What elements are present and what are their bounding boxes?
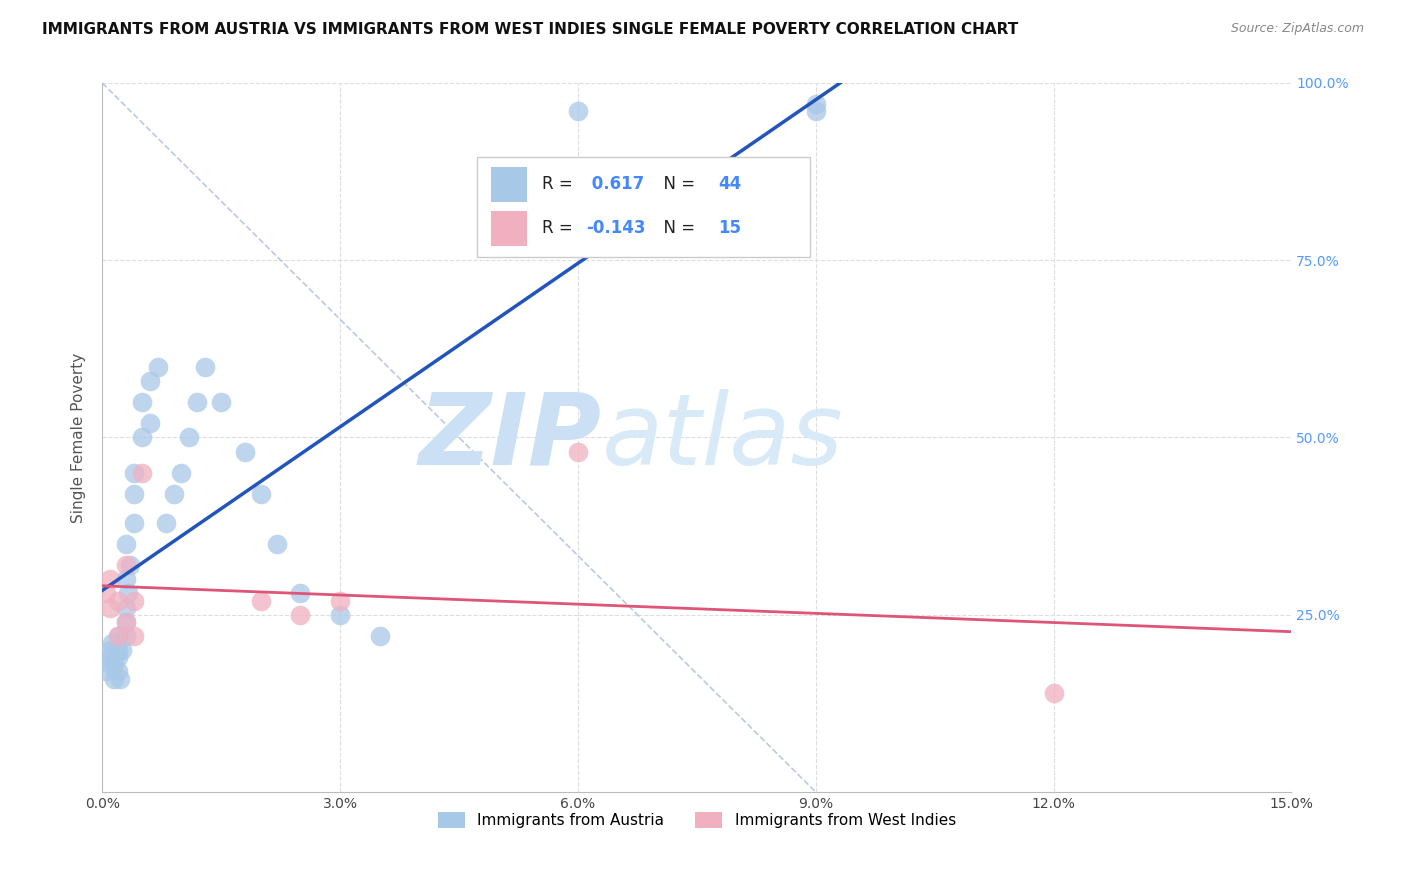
Point xyxy=(118,558,141,572)
Point xyxy=(107,650,129,665)
Point xyxy=(804,97,827,112)
Point xyxy=(115,615,138,629)
Point xyxy=(115,629,138,643)
Point xyxy=(122,593,145,607)
Point xyxy=(329,607,352,622)
Point xyxy=(266,537,288,551)
Point xyxy=(107,629,129,643)
Point xyxy=(249,487,271,501)
Text: R =: R = xyxy=(543,219,578,237)
Point xyxy=(290,586,312,600)
Point xyxy=(98,643,121,657)
Point xyxy=(329,593,352,607)
Text: R =: R = xyxy=(543,176,578,194)
Point xyxy=(115,615,138,629)
Text: N =: N = xyxy=(652,219,700,237)
Y-axis label: Single Female Poverty: Single Female Poverty xyxy=(72,352,86,523)
Point xyxy=(139,374,162,388)
Point xyxy=(155,516,177,530)
Point xyxy=(186,395,208,409)
Text: 44: 44 xyxy=(718,176,741,194)
Text: N =: N = xyxy=(652,176,700,194)
Point xyxy=(122,516,145,530)
Point xyxy=(567,104,589,119)
Legend: Immigrants from Austria, Immigrants from West Indies: Immigrants from Austria, Immigrants from… xyxy=(432,805,962,834)
Point xyxy=(100,636,122,650)
Point xyxy=(115,558,138,572)
Text: atlas: atlas xyxy=(602,389,844,486)
Point xyxy=(209,395,232,409)
Bar xyxy=(491,167,527,202)
Point xyxy=(567,444,589,458)
Point xyxy=(96,586,118,600)
Point xyxy=(98,657,121,672)
Point xyxy=(107,643,129,657)
Point xyxy=(115,600,138,615)
Point xyxy=(107,629,129,643)
Point xyxy=(96,665,118,679)
Point xyxy=(139,417,162,431)
Text: 0.617: 0.617 xyxy=(586,176,644,194)
Point xyxy=(97,650,120,665)
Point xyxy=(249,593,271,607)
Point xyxy=(1042,686,1064,700)
Point xyxy=(233,444,256,458)
Bar xyxy=(491,211,527,246)
Point xyxy=(111,643,134,657)
Point xyxy=(103,672,125,686)
Point xyxy=(146,359,169,374)
Point xyxy=(98,572,121,586)
Point xyxy=(804,104,827,119)
Point xyxy=(122,466,145,480)
Point xyxy=(162,487,184,501)
Point xyxy=(194,359,217,374)
Text: Source: ZipAtlas.com: Source: ZipAtlas.com xyxy=(1230,22,1364,36)
Point xyxy=(115,572,138,586)
Point xyxy=(115,537,138,551)
Point xyxy=(107,593,129,607)
Text: IMMIGRANTS FROM AUSTRIA VS IMMIGRANTS FROM WEST INDIES SINGLE FEMALE POVERTY COR: IMMIGRANTS FROM AUSTRIA VS IMMIGRANTS FR… xyxy=(42,22,1018,37)
Text: -0.143: -0.143 xyxy=(586,219,645,237)
Point xyxy=(131,430,153,444)
Point xyxy=(131,395,153,409)
Point xyxy=(107,665,129,679)
Text: ZIP: ZIP xyxy=(419,389,602,486)
FancyBboxPatch shape xyxy=(477,157,810,257)
Point xyxy=(98,600,121,615)
Point xyxy=(103,657,125,672)
Point xyxy=(179,430,201,444)
Point xyxy=(122,629,145,643)
Point xyxy=(368,629,391,643)
Point xyxy=(117,586,139,600)
Point xyxy=(108,672,131,686)
Point xyxy=(290,607,312,622)
Point xyxy=(122,487,145,501)
Point xyxy=(131,466,153,480)
Text: 15: 15 xyxy=(718,219,741,237)
Point xyxy=(170,466,193,480)
